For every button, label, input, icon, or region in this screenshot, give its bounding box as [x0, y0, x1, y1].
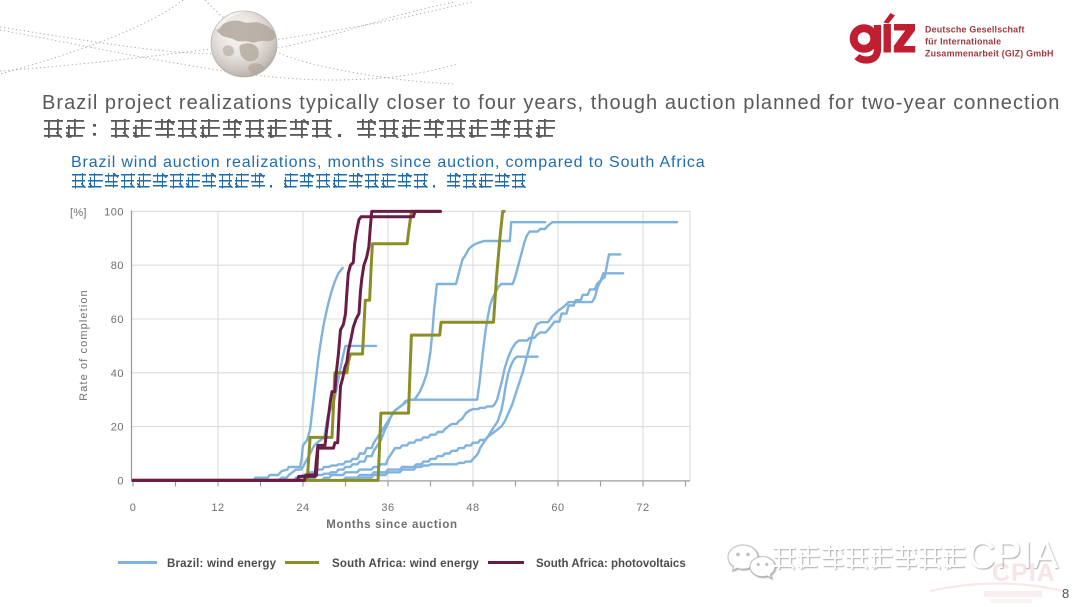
- svg-text:[%]: [%]: [70, 207, 87, 219]
- svg-text:80: 80: [111, 260, 124, 272]
- svg-text:12: 12: [211, 502, 224, 514]
- svg-text:24: 24: [296, 502, 309, 514]
- svg-text:72: 72: [636, 502, 649, 514]
- svg-text:Brazil: wind energy: Brazil: wind energy: [167, 558, 277, 570]
- svg-text:20: 20: [111, 422, 124, 434]
- svg-text:Rate of completion: Rate of completion: [78, 289, 90, 401]
- svg-text:für Internationale: für Internationale: [925, 36, 1001, 46]
- svg-text:60: 60: [551, 502, 564, 514]
- svg-text:60: 60: [111, 314, 124, 326]
- svg-text:Months since auction: Months since auction: [326, 519, 458, 531]
- svg-text:Deutsche Gesellschaft: Deutsche Gesellschaft: [925, 24, 1025, 34]
- svg-text:South Africa: photovoltaics: South Africa: photovoltaics: [536, 558, 686, 570]
- svg-text:0: 0: [130, 502, 137, 514]
- svg-text:40: 40: [111, 368, 124, 380]
- svg-text:CPIA: CPIA: [992, 559, 1056, 587]
- svg-text:48: 48: [466, 502, 479, 514]
- svg-text:Zusammenarbeit (GIZ) GmbH: Zusammenarbeit (GIZ) GmbH: [925, 48, 1054, 58]
- svg-text:0: 0: [117, 475, 124, 487]
- svg-text:100: 100: [104, 206, 124, 218]
- svg-text:South Africa: wind energy: South Africa: wind energy: [332, 558, 479, 570]
- svg-text:36: 36: [381, 502, 394, 514]
